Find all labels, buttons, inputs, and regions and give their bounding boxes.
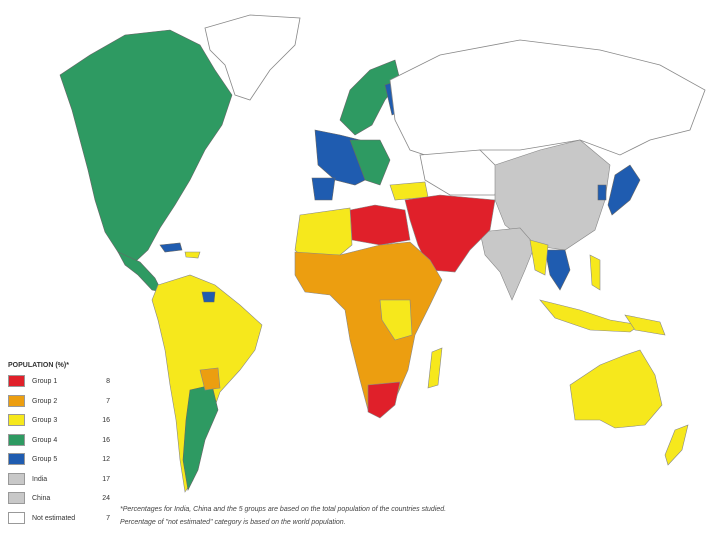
legend-label: Not estimated: [32, 514, 76, 522]
central-europe: [349, 139, 391, 186]
legend-label: China: [32, 495, 51, 502]
russia: [389, 39, 706, 161]
guiana: [201, 291, 216, 303]
indonesia: [539, 299, 641, 333]
north-africa-red: [349, 204, 411, 246]
new-zealand: [664, 424, 689, 466]
legend-value: 12: [102, 456, 110, 463]
south-africa: [367, 381, 401, 419]
legend-row: Group 5 12: [8, 453, 118, 473]
legend-row: Group 3 16: [8, 414, 118, 434]
caribbean: [159, 242, 183, 253]
southeast-asia: [529, 239, 549, 276]
korea: [597, 184, 607, 201]
footnote: *Percentages for India, China and the 5 …: [120, 506, 447, 513]
legend-value: 16: [102, 417, 110, 424]
legend-value: 7: [106, 514, 110, 522]
legend-row: Group 1 8: [8, 375, 118, 395]
caribbean-2: [184, 251, 201, 259]
australia: [569, 349, 663, 429]
legend-label: Group 1: [32, 378, 58, 385]
india: [479, 227, 536, 301]
madagascar: [427, 347, 443, 389]
paraguay: [199, 367, 221, 391]
legend-label: Group 4: [32, 436, 58, 444]
east-africa: [379, 299, 413, 341]
legend-swatch: [8, 453, 25, 465]
china: [494, 139, 611, 251]
legend-title: POPULATION (%)*: [8, 362, 69, 369]
philippines: [589, 254, 601, 291]
legend-value: 24: [102, 495, 110, 502]
footnote: Percentage of "not estimated" category i…: [120, 519, 346, 526]
legend-row: Group 2 7: [8, 394, 118, 415]
legend-swatch: [8, 472, 25, 485]
footnotes: *Percentages for India, China and the 5 …: [120, 503, 446, 529]
central-america: [117, 251, 163, 293]
legend-swatch: [8, 394, 25, 407]
legend-label: India: [32, 475, 48, 483]
legend-label: Group 2: [32, 397, 58, 405]
legend-swatch: [8, 492, 25, 504]
legend-row: India 17: [8, 472, 118, 493]
legend-swatch: [8, 433, 25, 446]
north-america: [59, 29, 233, 263]
indochina: [544, 249, 571, 291]
iberia: [311, 177, 336, 201]
legend-swatch: [8, 375, 25, 387]
middle-east: [404, 194, 496, 273]
legend-value: 7: [106, 397, 110, 405]
legend: POPULATION (%)* Group 1 8 Group 2 7 Group 3 1…: [8, 362, 118, 531]
legend-label: Group 3: [32, 417, 58, 424]
legend-swatch: [8, 414, 25, 426]
legend-value: 16: [102, 436, 110, 444]
central-asia: [419, 149, 501, 196]
legend-value: 8: [106, 378, 110, 385]
legend-label: Group 5: [32, 456, 58, 463]
legend-row: Not estimated 7: [8, 511, 118, 532]
legend-row: China 24: [8, 492, 118, 512]
argentina: [182, 384, 219, 491]
legend-rows: Group 1 8 Group 2 7 Group 3 16 Group 4 16 Group …: [8, 375, 118, 531]
legend-swatch: [8, 511, 25, 524]
legend-value: 17: [102, 475, 110, 483]
greenland: [204, 14, 301, 101]
legend-row: Group 4 16: [8, 433, 118, 454]
new-guinea: [624, 314, 666, 336]
japan: [607, 164, 641, 216]
